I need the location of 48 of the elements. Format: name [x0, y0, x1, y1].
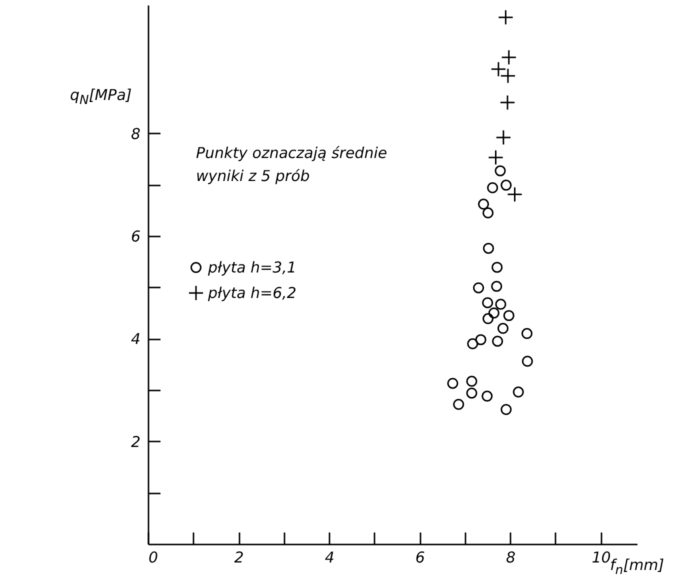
point: [482, 297, 494, 308]
y-tick-label: 6: [130, 228, 140, 246]
point: [482, 242, 494, 254]
legend-label: płyta h=3,1: [207, 258, 296, 276]
x-tick-label: 10: [592, 548, 611, 566]
point: [487, 182, 498, 194]
x-tick-label: 4: [324, 548, 334, 566]
point: [482, 313, 494, 324]
point: [500, 404, 512, 415]
point: [488, 150, 504, 166]
point: [498, 10, 514, 26]
point: [467, 338, 478, 350]
y-tick-label: 8: [130, 124, 140, 143]
point: [521, 328, 532, 340]
point: [500, 94, 516, 110]
point: [492, 262, 503, 273]
point: [453, 398, 464, 410]
point: [482, 207, 494, 218]
point: [522, 356, 533, 367]
point: [466, 376, 478, 387]
legend-label: płyta h=6,2: [207, 284, 296, 302]
point: [503, 310, 514, 322]
point: [512, 386, 524, 398]
x-tick-label: 6: [415, 548, 425, 566]
point: [501, 50, 517, 66]
point: [488, 308, 500, 318]
x-tick-label: 0: [148, 548, 158, 566]
point: [492, 336, 504, 347]
point: [496, 130, 512, 146]
x-tick-label: 2: [234, 548, 244, 566]
point: [491, 280, 502, 292]
point: [482, 390, 493, 402]
point: [447, 378, 458, 389]
point: [500, 180, 512, 191]
point: [475, 334, 486, 346]
annotation: Punkty oznaczają średnie wyniki z 5 prób: [196, 143, 388, 187]
point: [506, 186, 523, 202]
y-axis-title: q$_{N}$[MPa]: [70, 86, 132, 107]
point: [494, 165, 506, 176]
point: [473, 282, 484, 294]
point: [478, 198, 489, 210]
y-tick-label: 4: [130, 330, 140, 348]
point: [497, 322, 508, 334]
x-tick-label: 8: [506, 548, 516, 566]
point: [495, 298, 506, 310]
point: [466, 388, 478, 399]
y-tick-label: 2: [130, 432, 140, 451]
x-axis-title: f$_{n}$[mm]: [610, 556, 664, 577]
